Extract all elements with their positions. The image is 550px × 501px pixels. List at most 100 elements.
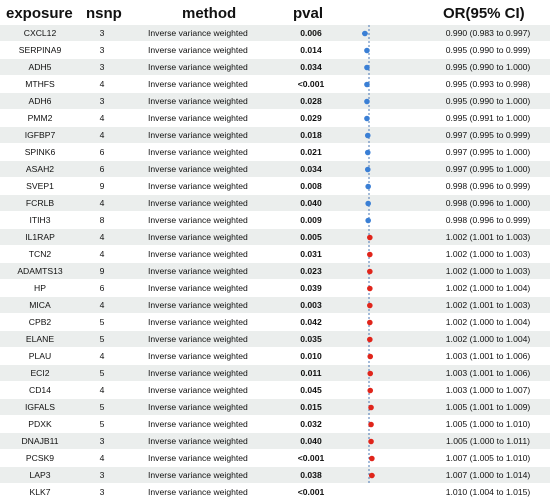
method-cell: Inverse variance weighted	[148, 215, 248, 225]
nsnp-cell: 8	[99, 215, 105, 225]
table-row: CXCL12 3 Inverse variance weighted 0.006 0.9…	[0, 25, 550, 42]
point-estimate	[367, 302, 373, 309]
method-cell: Inverse variance weighted	[148, 266, 248, 276]
table-row: ITIH3 8 Inverse variance weighted 0.009 0.99…	[0, 212, 550, 229]
nsnp-cell: 3	[99, 487, 105, 497]
nsnp-cell: 5	[99, 334, 105, 344]
method-cell: Inverse variance weighted	[148, 28, 248, 38]
nsnp-cell: 9	[99, 181, 105, 191]
pval-cell: 0.029	[300, 113, 322, 123]
table-row: CPB2 5 Inverse variance weighted 0.042 1.002…	[0, 314, 550, 331]
or-ci-cell: 1.005 (1.000 to 1.011)	[446, 436, 530, 446]
nsnp-cell: 3	[99, 45, 105, 55]
pval-cell: 0.006	[300, 28, 322, 38]
point-estimate	[362, 30, 368, 37]
exposure-cell: HP	[34, 283, 46, 293]
or-ci-cell: 0.997 (0.995 to 1.000)	[445, 147, 531, 157]
table-row: FCRLB 4 Inverse variance weighted 0.040 0.99…	[0, 195, 550, 212]
pval-cell: <0.001	[297, 453, 325, 463]
pval-cell: 0.032	[300, 419, 322, 429]
pval-cell: 0.011	[300, 368, 322, 378]
nsnp-cell: 3	[99, 470, 105, 480]
exposure-cell: CPB2	[28, 317, 52, 327]
pval-cell: 0.008	[300, 181, 322, 191]
exposure-cell: IL1RAP	[25, 232, 55, 242]
point-estimate	[367, 319, 373, 326]
point-estimate	[364, 64, 370, 71]
or-ci-cell: 0.995 (0.993 to 0.998)	[445, 79, 531, 89]
nsnp-cell: 4	[99, 79, 105, 89]
table-row: ECI2 5 Inverse variance weighted 0.011 1.003…	[0, 365, 550, 382]
method-cell: Inverse variance weighted	[148, 249, 248, 259]
pval-cell: 0.010	[300, 351, 322, 361]
exposure-cell: PLAU	[28, 351, 52, 361]
method-cell: Inverse variance weighted	[148, 96, 248, 106]
exposure-cell: FCRLB	[25, 198, 55, 208]
or-ci-cell: 1.002 (1.000 to 1.004)	[445, 334, 531, 344]
nsnp-cell: 5	[99, 368, 105, 378]
nsnp-cell: 4	[99, 453, 105, 463]
nsnp-cell: 3	[99, 96, 105, 106]
method-cell: Inverse variance weighted	[148, 300, 248, 310]
point-estimate	[369, 472, 375, 479]
pval-cell: 0.021	[300, 147, 322, 157]
point-estimate	[369, 455, 375, 462]
method-cell: Inverse variance weighted	[148, 198, 248, 208]
point-estimate	[364, 149, 371, 156]
or-ci-cell: 0.998 (0.996 to 1.000)	[445, 198, 531, 208]
exposure-cell: TCN2	[28, 249, 52, 259]
table-row: IL1RAP 4 Inverse variance weighted 0.005 1.0…	[0, 229, 550, 246]
point-estimate	[368, 421, 374, 428]
exposure-cell: IGFBP7	[24, 130, 56, 140]
table-row: MICA 4 Inverse variance weighted 0.003 1.002…	[0, 297, 550, 314]
or-ci-cell: 1.005 (1.000 to 1.010)	[445, 419, 531, 429]
or-ci-cell: 1.010 (1.004 to 1.015)	[445, 487, 531, 497]
table-row: KLK7 3 Inverse variance weighted <0.001 1.01…	[0, 484, 550, 501]
forest-plot: 0.911.1	[362, 25, 375, 484]
exposure-cell: PMM2	[27, 113, 53, 123]
point-estimate	[367, 285, 373, 292]
or-ci-cell: 0.995 (0.990 to 1.000)	[445, 96, 531, 106]
point-estimate	[368, 438, 374, 445]
pval-cell: 0.034	[300, 164, 322, 174]
method-cell: Inverse variance weighted	[148, 164, 248, 174]
exposure-cell: SVEP1	[26, 181, 54, 191]
nsnp-cell: 3	[99, 436, 105, 446]
nsnp-cell: 4	[99, 113, 105, 123]
or-ci-cell: 1.002 (1.001 to 1.003)	[445, 232, 531, 242]
nsnp-cell: 5	[99, 317, 105, 327]
exposure-cell: DNAJB11	[21, 436, 59, 446]
exposure-cell: ADH5	[28, 62, 52, 72]
exposure-cell: CD14	[29, 385, 51, 395]
header-exposure: exposure	[6, 5, 73, 22]
or-ci-cell: 1.007 (1.005 to 1.010)	[445, 453, 531, 463]
point-estimate	[365, 183, 371, 190]
or-ci-cell: 0.990 (0.983 to 0.997)	[445, 28, 531, 38]
or-ci-cell: 1.007 (1.000 to 1.014)	[445, 470, 531, 480]
exposure-cell: KLK7	[29, 487, 51, 497]
table-row: ADH6 3 Inverse variance weighted 0.028 0.995…	[0, 93, 550, 110]
exposure-cell: ADH6	[28, 96, 52, 106]
pval-cell: 0.005	[300, 232, 322, 242]
point-estimate	[364, 98, 370, 105]
pval-cell: 0.034	[300, 62, 322, 72]
nsnp-cell: 4	[99, 249, 105, 259]
or-ci-cell: 1.003 (1.000 to 1.007)	[445, 385, 531, 395]
table-row: ASAH2 6 Inverse variance weighted 0.034 0.99…	[0, 161, 550, 178]
nsnp-cell: 6	[99, 164, 105, 174]
pval-cell: 0.045	[300, 385, 322, 395]
nsnp-cell: 4	[99, 198, 105, 208]
method-cell: Inverse variance weighted	[148, 317, 248, 327]
point-estimate	[367, 387, 374, 394]
point-estimate	[367, 353, 374, 360]
table-row: IGFALS 5 Inverse variance weighted 0.015 1.0…	[0, 399, 550, 416]
nsnp-cell: 3	[99, 28, 105, 38]
table-row: TCN2 4 Inverse variance weighted 0.031 1.002…	[0, 246, 550, 263]
method-cell: Inverse variance weighted	[148, 113, 248, 123]
nsnp-cell: 4	[99, 300, 105, 310]
pval-cell: 0.023	[300, 266, 322, 276]
point-estimate	[364, 166, 371, 173]
table-row: CD14 4 Inverse variance weighted 0.045 1.003…	[0, 382, 550, 399]
point-estimate	[364, 47, 370, 54]
exposure-cell: PDXK	[28, 419, 52, 429]
